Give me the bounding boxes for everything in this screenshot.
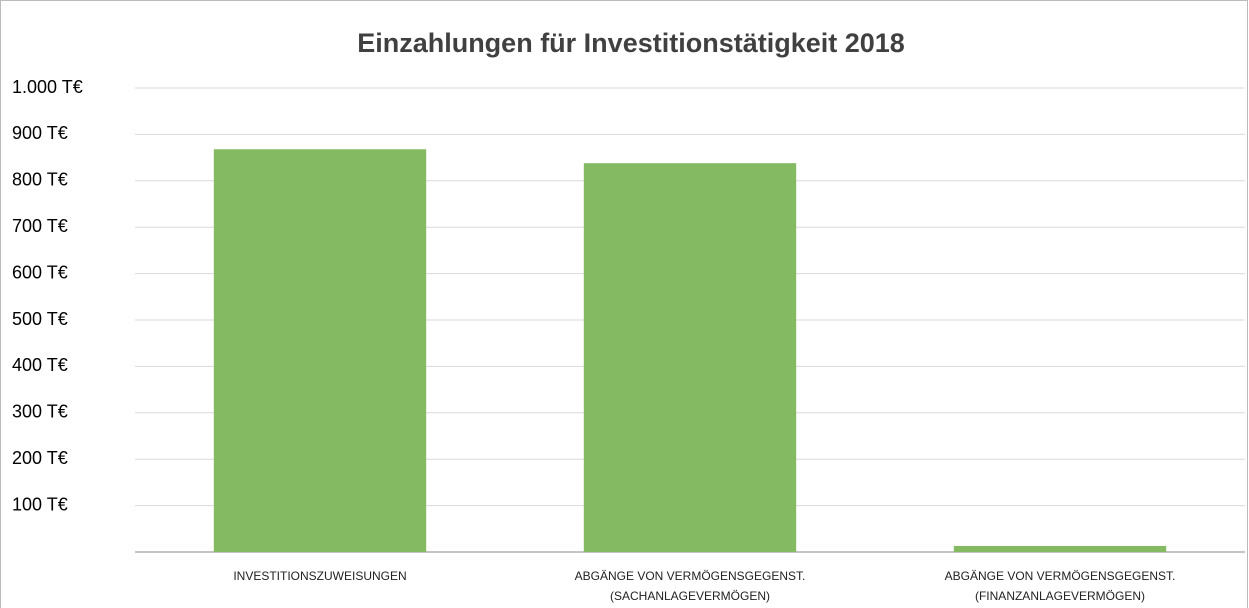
x-tick-label: ABGÄNGE VON VERMÖGENSGEGENST. (FINANZANL…	[944, 569, 1176, 603]
y-tick-label: 1.000 T€	[12, 77, 83, 97]
y-tick-label: 500 T€	[12, 309, 68, 329]
y-tick-label: 100 T€	[12, 494, 68, 514]
y-tick-label: 400 T€	[12, 355, 68, 375]
x-tick-label: ABGÄNGE VON VERMÖGENSGEGENST. (SACHANLAG…	[574, 569, 806, 603]
y-tick-label: 300 T€	[12, 402, 68, 422]
y-tick-label: 700 T€	[12, 216, 68, 236]
bar	[583, 163, 797, 552]
x-tick-label: INVESTITIONSZUWEISUNGEN	[233, 569, 407, 583]
y-tick-label: 800 T€	[12, 170, 68, 190]
y-tick-label: 200 T€	[12, 448, 68, 468]
chart-title: Einzahlungen für Investitionstätigkeit 2…	[357, 28, 905, 58]
y-tick-label: 600 T€	[12, 262, 68, 282]
bar	[953, 545, 1167, 552]
bar	[213, 149, 427, 553]
y-tick-label: 900 T€	[12, 123, 68, 143]
